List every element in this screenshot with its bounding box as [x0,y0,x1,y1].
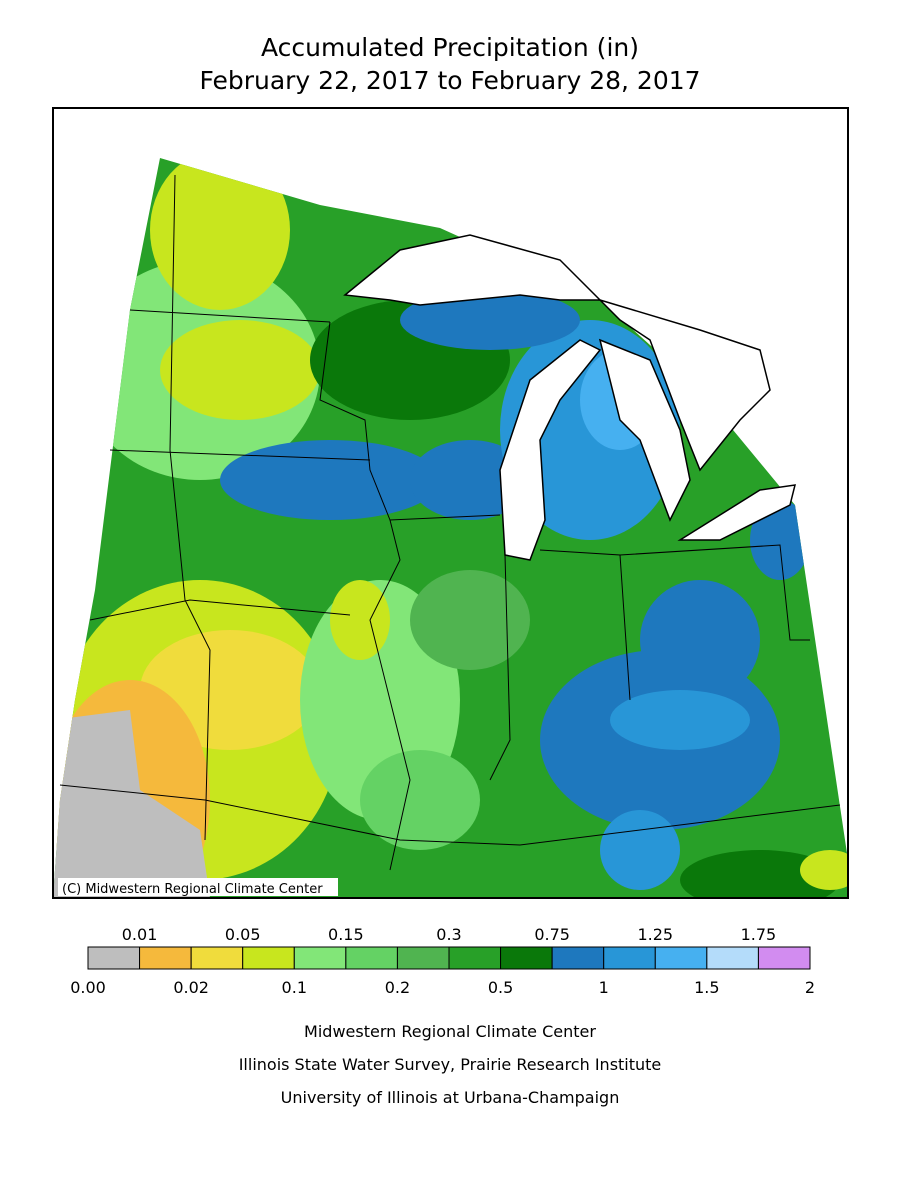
legend-swatch [551,946,605,970]
legend-label: 0.5 [488,978,513,997]
footer-line: Illinois State Water Survey, Prairie Res… [239,1055,662,1074]
footer-line: University of Illinois at Urbana-Champai… [281,1088,620,1107]
legend-label: 0.1 [282,978,307,997]
legend-label: 0.00 [70,978,106,997]
legend-label: 1 [599,978,609,997]
legend-swatch [654,946,708,970]
legend-swatch [757,946,811,970]
legend-swatch [603,946,656,970]
legend-label: 2 [805,978,815,997]
legend-swatch [345,946,398,970]
map: (C) Midwestern Regional Climate Center [52,107,849,899]
legend-label: 0.3 [436,925,461,944]
footer-line: Midwestern Regional Climate Center [304,1022,596,1041]
legend-label: 0.15 [328,925,364,944]
legend-swatch [242,946,295,970]
legend-label: 0.05 [225,925,261,944]
legend-swatch [293,946,347,970]
legend-swatch [190,946,244,970]
legend-swatch [500,946,553,970]
legend-label: 1.5 [694,978,719,997]
legend-swatch [139,946,192,970]
legend-label: 0.2 [385,978,410,997]
legend-swatch [396,946,450,970]
legend: 0.00 0.01 0.02 0.05 0.1 0.15 0.2 0.3 0.5 0.75 1 1.2… [70,925,815,997]
legend-label: 1.25 [637,925,673,944]
legend-label: 0.01 [122,925,158,944]
legend-swatch [448,946,502,970]
legend-swatch [87,946,141,970]
legend-label: 0.02 [173,978,209,997]
map-credit: (C) Midwestern Regional Climate Center [62,882,323,897]
title: Accumulated Precipitation (in) [261,33,639,62]
legend-swatch [706,946,759,970]
legend-label: 0.75 [534,925,570,944]
legend-label: 1.75 [741,925,777,944]
subtitle: February 22, 2017 to February 28, 2017 [199,66,700,95]
